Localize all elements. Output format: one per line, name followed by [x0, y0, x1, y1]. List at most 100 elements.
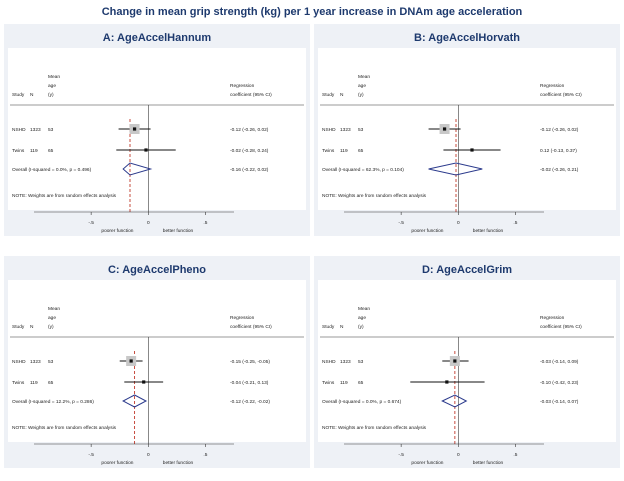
forest-plot-svg: Mean age (y) Study N Regression coefficient (9… — [320, 306, 614, 466]
header-mean-age: Mean — [48, 306, 60, 312]
x-tick-label: -.5 — [398, 452, 404, 458]
overall-diamond — [122, 162, 153, 176]
age-label: 65 — [48, 380, 54, 386]
overall-ci-value: -0.03 (-0.14, 0.07) — [540, 399, 579, 405]
overall-label: Overall (I-squared = 0.0%, p = 0.496) — [12, 167, 92, 173]
header-mean-age: (y) — [48, 92, 54, 98]
x-axis-label-right: better function — [163, 228, 194, 234]
age-label: 65 — [358, 380, 364, 386]
x-axis-label-left: poorer function — [101, 460, 133, 466]
x-tick-label: -.5 — [88, 220, 94, 226]
panel-title: D: AgeAccelGrim — [421, 264, 513, 276]
ci-value: -0.10 (-0.42, 0.23) — [540, 380, 579, 386]
age-label: 53 — [358, 359, 364, 365]
header-mean-age: Mean — [358, 74, 370, 80]
header-mean-age: age — [358, 316, 366, 321]
header-coef: Regression — [540, 83, 565, 89]
header-mean-age: Mean — [358, 306, 370, 312]
point-estimate — [470, 148, 474, 152]
point-estimate — [144, 148, 148, 152]
ci-value: -0.03 (-0.14, 0.09) — [540, 359, 579, 365]
header-mean-age: age — [358, 84, 366, 89]
plot-area — [318, 48, 616, 210]
forest-plot-svg: Mean age (y) Study N Regression coefficient (9… — [10, 306, 304, 466]
study-label: NSHD — [12, 127, 26, 133]
study-label: NSHD — [322, 359, 336, 365]
forest-panel-d: D: AgeAccelGrim Mean age (y) Study N Regressi… — [314, 256, 620, 468]
point-estimate — [142, 380, 146, 384]
plot-area — [8, 48, 306, 210]
forest-panel-b: B: AgeAccelHorvath Mean age (y) Study N Regre… — [314, 24, 620, 236]
point-estimate — [445, 380, 449, 384]
header-n: N — [30, 92, 34, 98]
header-study: Study — [12, 92, 25, 98]
x-tick-label: 0 — [457, 452, 460, 458]
header-n: N — [340, 92, 344, 98]
figure-title: Change in mean grip strength (kg) per 1 … — [101, 6, 523, 18]
header-mean-age: age — [48, 84, 56, 89]
header-study: Study — [322, 92, 335, 98]
header-study: Study — [322, 324, 335, 330]
note-text: NOTE: Weights are from random effects an… — [322, 425, 427, 431]
n-label: 1323 — [340, 359, 351, 365]
overall-diamond — [122, 394, 148, 408]
ci-value: -0.04 (-0.21, 0.13) — [230, 380, 269, 386]
x-axis-label-right: better function — [163, 460, 194, 466]
overall-label: Overall (I-squared = 62.3%, p = 0.104) — [322, 167, 404, 173]
x-axis-label-left: poorer function — [101, 228, 133, 234]
x-axis-label-right: better function — [473, 228, 504, 234]
x-tick-label: .5 — [203, 452, 207, 458]
point-estimate — [129, 359, 133, 363]
note-text: NOTE: Weights are from random effects an… — [12, 425, 117, 431]
study-label: Twins — [12, 148, 25, 154]
header-coef: Regression — [540, 315, 565, 321]
header-coef: coefficient (95% CI) — [540, 324, 582, 330]
age-label: 65 — [358, 148, 364, 154]
header-coef: Regression — [230, 83, 255, 89]
panel-title: B: AgeAccelHorvath — [414, 32, 520, 44]
x-tick-label: -.5 — [88, 452, 94, 458]
study-label: Twins — [322, 380, 335, 386]
header-study: Study — [12, 324, 25, 330]
point-estimate — [453, 359, 457, 363]
forest-plot-svg: Mean age (y) Study N Regression coefficient (9… — [320, 74, 614, 234]
overall-diamond — [428, 162, 483, 176]
n-label: 1323 — [340, 127, 351, 133]
overall-diamond — [441, 394, 468, 408]
header-n: N — [340, 324, 344, 330]
x-tick-label: .5 — [513, 220, 517, 226]
overall-ci-value: -0.02 (-0.26, 0.21) — [540, 167, 579, 173]
header-coef: coefficient (95% CI) — [230, 324, 272, 330]
plot-area — [8, 280, 306, 442]
forest-panel-a: A: AgeAccelHannum Mean age (y) Study N Regres… — [4, 24, 310, 236]
study-label: NSHD — [322, 127, 336, 133]
header-coef: coefficient (95% CI) — [540, 92, 582, 98]
header-n: N — [30, 324, 34, 330]
point-estimate — [442, 127, 447, 131]
header-mean-age: Mean — [48, 74, 60, 80]
x-axis-label-left: poorer function — [411, 228, 443, 234]
n-label: 119 — [30, 380, 38, 386]
x-tick-label: 0 — [457, 220, 460, 226]
overall-label: Overall (I-squared = 0.0%, p = 0.674) — [322, 399, 402, 405]
x-tick-label: -.5 — [398, 220, 404, 226]
x-axis-label-left: poorer function — [411, 460, 443, 466]
ci-value: -0.12 (-0.26, 0.02) — [540, 127, 579, 133]
study-label: NSHD — [12, 359, 26, 365]
x-tick-label: .5 — [513, 452, 517, 458]
n-label: 119 — [340, 148, 348, 154]
overall-label: Overall (I-squared = 12.2%, p = 0.286) — [12, 399, 94, 405]
ci-value: -0.02 (-0.28, 0.24) — [230, 148, 269, 154]
forest-plot-svg: Mean age (y) Study N Regression coefficient (9… — [10, 74, 304, 234]
header-mean-age: (y) — [358, 92, 364, 98]
age-label: 53 — [358, 127, 364, 133]
n-label: 119 — [30, 148, 38, 154]
n-label: 119 — [340, 380, 348, 386]
overall-ci-value: -0.16 (-0.22, 0.02) — [230, 167, 269, 173]
header-mean-age: (y) — [358, 324, 364, 330]
n-label: 1323 — [30, 127, 41, 133]
x-tick-label: 0 — [147, 220, 150, 226]
note-text: NOTE: Weights are from random effects an… — [12, 193, 117, 199]
panel-title: A: AgeAccelHannum — [102, 32, 212, 44]
ci-value: -0.15 (-0.25, -0.05) — [230, 359, 270, 365]
